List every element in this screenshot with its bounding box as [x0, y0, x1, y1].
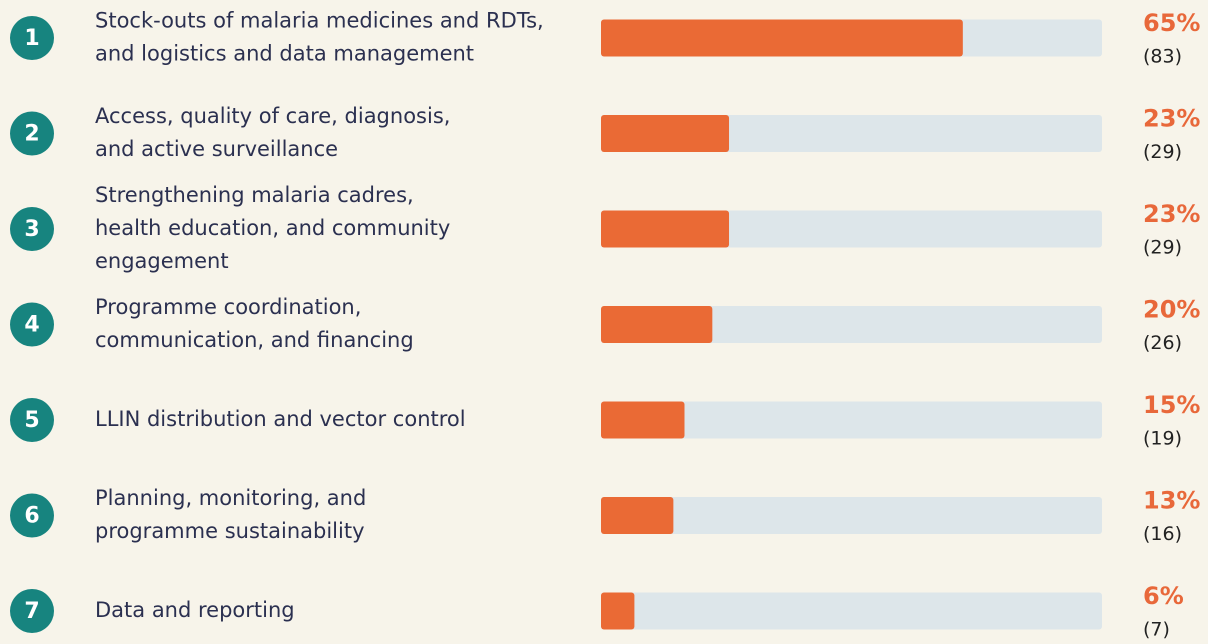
value-label: 13% [1143, 487, 1200, 515]
bar [601, 306, 713, 343]
category-label: programme sustainability [95, 519, 365, 543]
rank-badge [10, 493, 54, 538]
rank-badge [10, 302, 54, 347]
category-label: and logistics and data management [95, 42, 474, 66]
count-label: (7) [1143, 619, 1170, 641]
rank-number: 3 [24, 217, 39, 242]
category-label: Stock-outs of malaria medicines and RDTs… [95, 9, 544, 33]
category-label: Programme coordination, [95, 295, 361, 319]
count-label: (29) [1143, 237, 1182, 259]
rank-number: 4 [24, 313, 39, 338]
rank-badge [10, 589, 54, 633]
count-label: (19) [1143, 428, 1182, 450]
rank-badge [10, 398, 54, 442]
value-label: 6% [1143, 582, 1184, 610]
count-label: (16) [1143, 523, 1182, 545]
count-label: (29) [1143, 141, 1182, 163]
category-label: Access, quality of care, diagnosis, [95, 104, 450, 128]
count-label: (26) [1143, 332, 1182, 354]
value-label: 23% [1143, 200, 1200, 228]
bar [601, 210, 730, 248]
bar-track [601, 401, 1102, 439]
rank-number: 5 [24, 408, 39, 433]
rank-number: 2 [24, 122, 39, 147]
category-label: health education, and community [95, 216, 450, 240]
category-label: Data and reporting [95, 598, 295, 622]
rank-badge [10, 111, 54, 156]
rank-number: 1 [24, 26, 39, 51]
category-label: LLIN distribution and vector control [95, 407, 466, 431]
bar-track [601, 306, 1102, 343]
category-label: Planning, monitoring, and [95, 486, 366, 510]
value-label: 65% [1143, 9, 1200, 37]
category-label: communication, and financing [95, 328, 414, 352]
bar-track [601, 497, 1102, 534]
rank-number: 6 [24, 504, 39, 529]
bar [601, 497, 674, 534]
rank-badge [10, 207, 54, 251]
rank-badge [10, 16, 54, 60]
category-label: Strengthening malaria cadres, [95, 183, 414, 207]
value-label: 23% [1143, 105, 1200, 133]
value-label: 15% [1143, 391, 1200, 419]
category-label: engagement [95, 249, 229, 273]
bar [601, 115, 730, 152]
bar [601, 592, 635, 630]
category-label: and active surveillance [95, 137, 338, 161]
bar [601, 19, 963, 57]
count-label: (83) [1143, 46, 1182, 68]
bar [601, 401, 685, 439]
value-label: 20% [1143, 296, 1200, 324]
bar-track [601, 592, 1102, 630]
rank-number: 7 [24, 599, 39, 624]
